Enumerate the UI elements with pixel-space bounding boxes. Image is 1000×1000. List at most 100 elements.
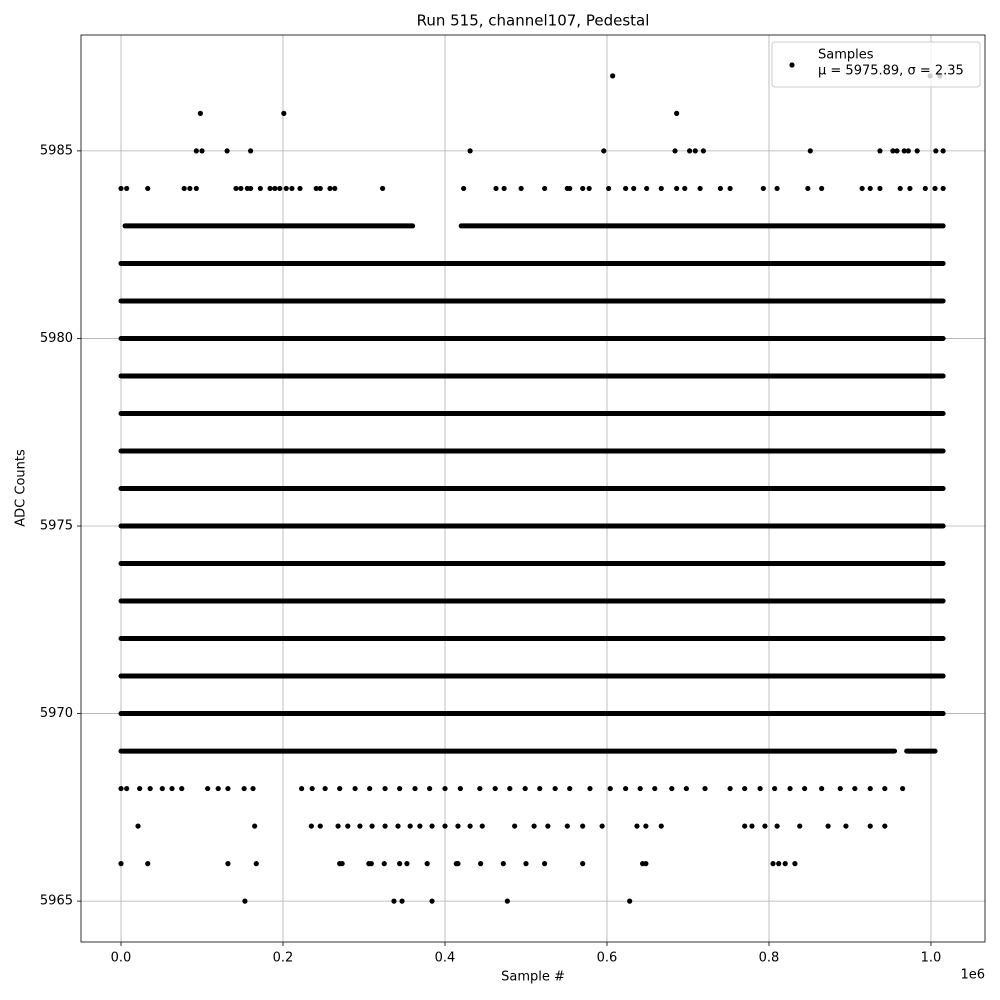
point [772,785,778,792]
point [124,185,130,192]
point [792,861,798,867]
point [669,785,675,792]
x-offset-label: 1e6 [960,968,985,983]
point [586,185,592,192]
point [802,785,808,792]
point [757,785,763,792]
point [797,823,803,829]
plot-frame [80,34,986,943]
point [399,898,405,904]
y-tick-label: 5985 [40,143,73,158]
point [412,785,418,792]
point [380,185,386,192]
x-tick-label: 0.4 [435,951,456,966]
point [397,861,403,867]
point [248,148,254,154]
point [118,861,124,867]
point [552,785,558,792]
point [819,185,825,192]
point [523,861,529,867]
point [867,823,873,829]
point [281,110,287,116]
point [199,148,205,154]
point [424,861,430,867]
x-tick-label: 0.6 [597,951,618,966]
point [169,785,175,792]
point [564,823,570,829]
point [297,185,303,192]
point [658,185,664,192]
point [914,148,920,154]
y-tick-label: 5965 [40,894,73,909]
point [900,785,906,792]
point [501,185,507,192]
point [137,785,143,792]
legend-label: Samples [818,48,874,63]
point [382,785,388,792]
point [692,148,698,154]
point [250,785,256,792]
y-tick-label: 5980 [40,331,73,346]
point [897,185,903,192]
point [367,785,373,792]
point [837,785,843,792]
point [224,148,230,154]
point [606,185,612,192]
point [197,110,203,116]
point [308,823,314,829]
point [674,110,680,116]
point [770,861,776,867]
point [907,185,913,192]
point [369,823,375,829]
point [339,861,345,867]
point [727,185,733,192]
point [309,785,315,792]
point [643,861,649,867]
point [381,861,387,867]
point [542,185,548,192]
point [252,823,258,829]
point [807,148,813,154]
point [852,785,858,792]
point [940,148,946,154]
point [580,861,586,867]
point [637,785,643,792]
point [283,185,289,192]
point [859,185,865,192]
point [159,785,165,792]
point [545,823,551,829]
point [905,148,911,154]
point [233,185,239,192]
point [257,185,263,192]
point [825,823,831,829]
point [248,185,254,192]
x-tick-label: 1.0 [921,951,942,966]
point [479,823,485,829]
point [901,148,907,154]
point [877,185,883,192]
point [442,823,448,829]
point [674,185,680,192]
point [429,898,435,904]
point [599,823,605,829]
point [932,185,938,192]
point [877,148,883,154]
point [253,861,259,867]
point [317,185,323,192]
point [135,823,141,829]
point [407,823,413,829]
point [580,185,586,192]
x-tick-label: 0.0 [111,951,132,966]
y-tick-label: 5975 [40,519,73,534]
point [478,861,484,867]
point [417,823,423,829]
point [762,823,768,829]
point [145,185,151,192]
x-tick-label: 0.8 [759,951,780,966]
chart-title: Run 515, channel107, Pedestal [417,12,650,30]
point [492,785,498,792]
marks [118,73,946,904]
legend-box [771,41,981,88]
